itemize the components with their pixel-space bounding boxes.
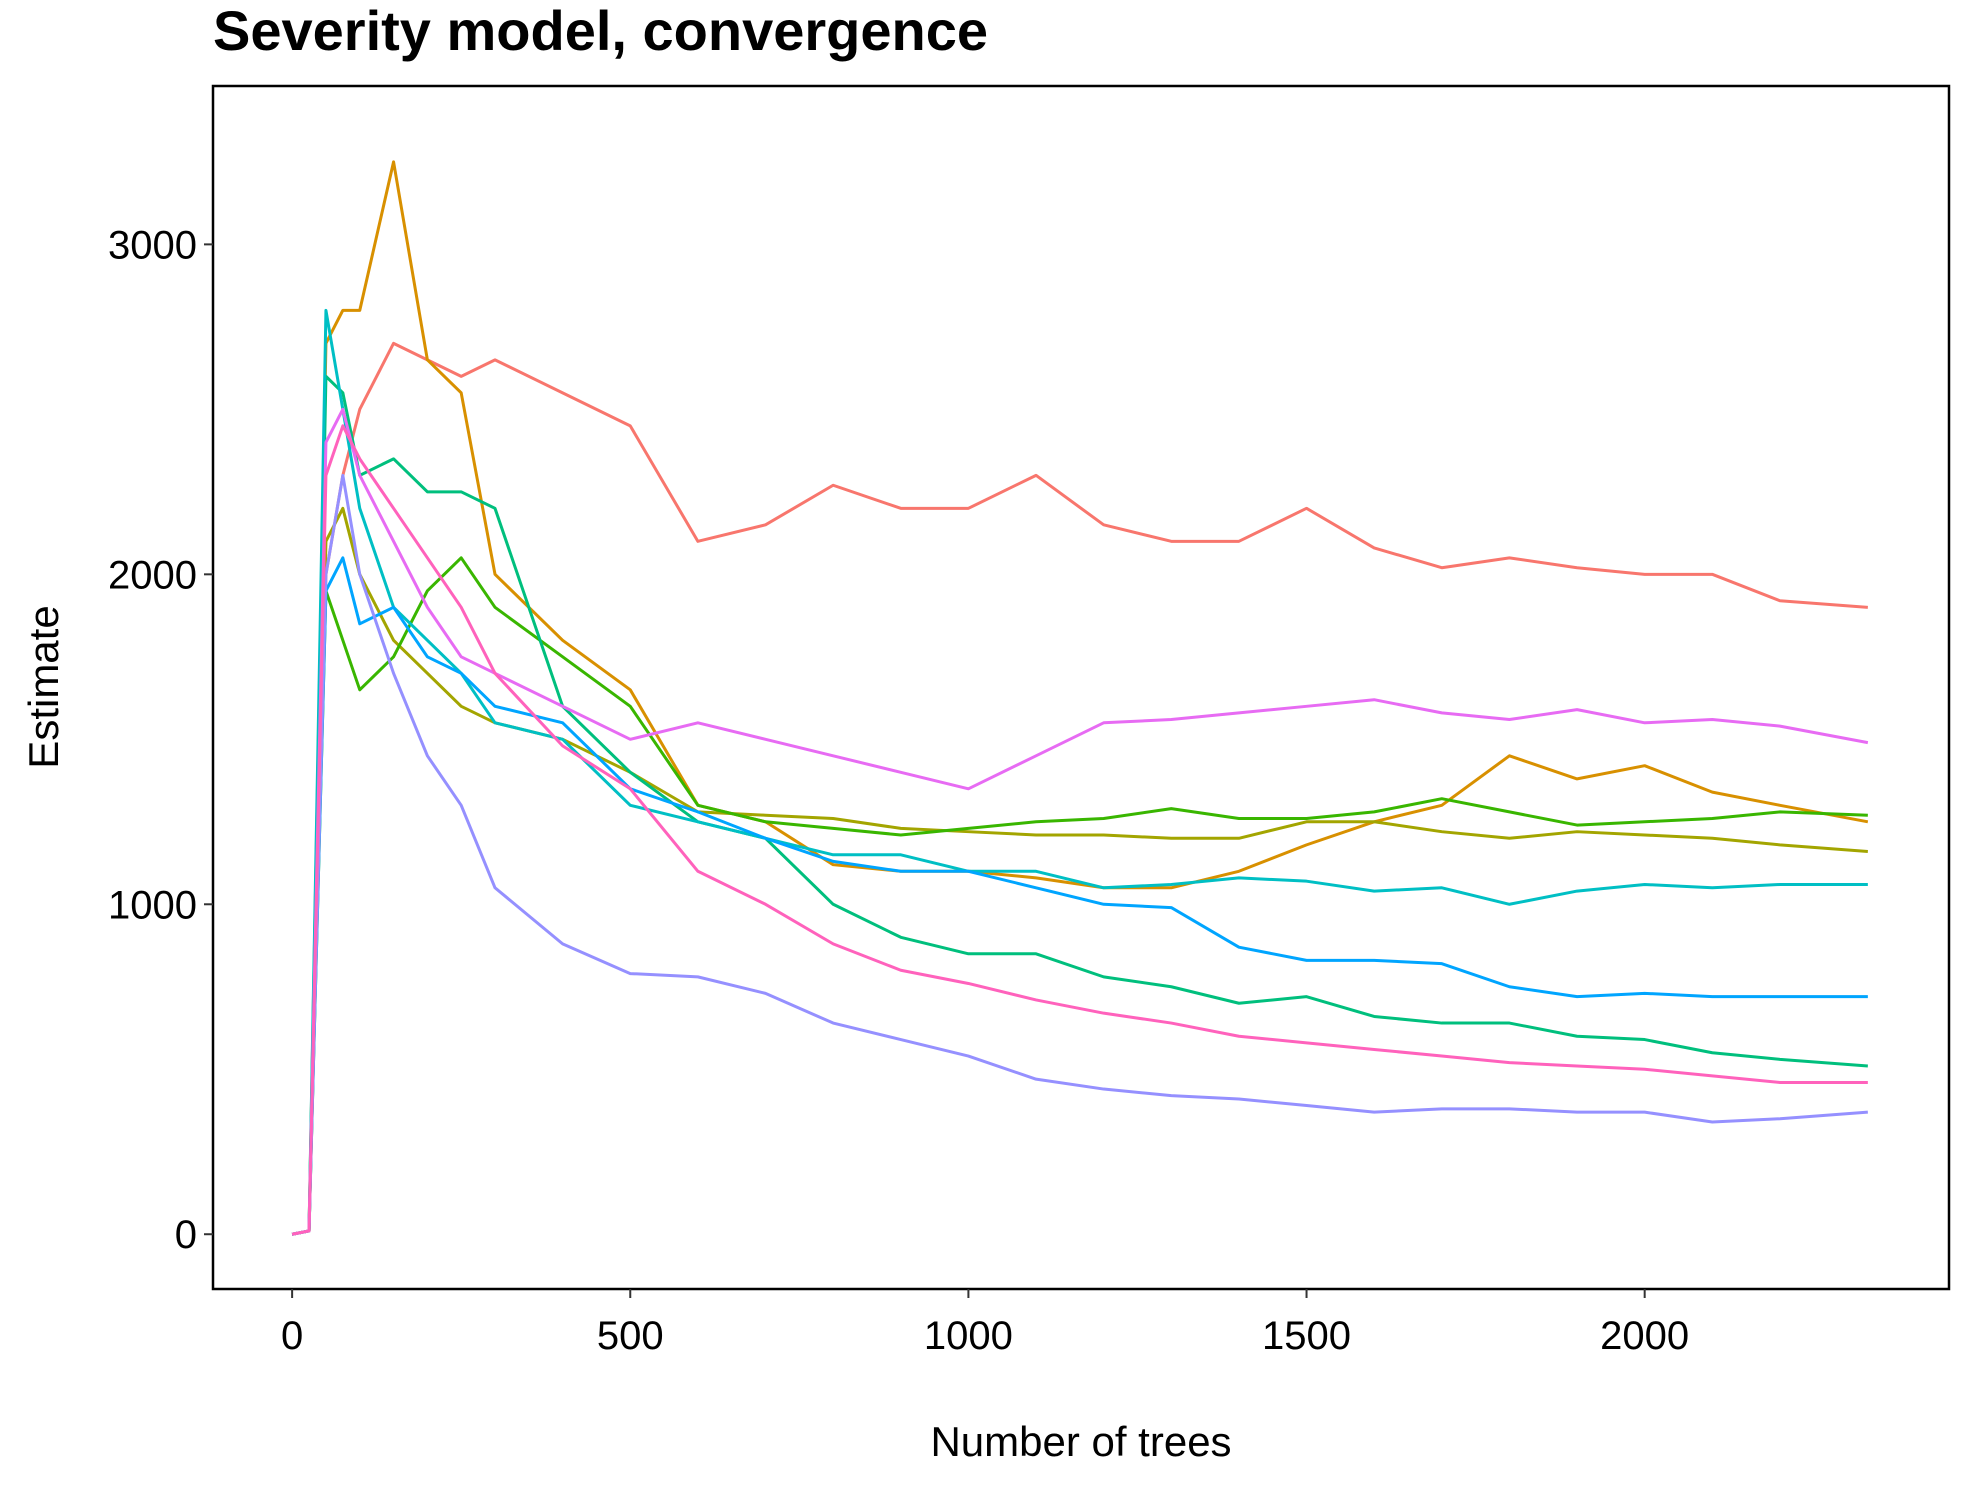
x-tick-label: 2000 [1600, 1314, 1689, 1358]
y-tick-label: 2000 [108, 553, 197, 597]
series-line [291, 556, 1868, 1236]
plot-border [211, 84, 1951, 1291]
x-tick-label: 1500 [1262, 1314, 1351, 1358]
x-tick-label: 1000 [924, 1314, 1013, 1358]
chart-title: Severity model, convergence [213, 0, 988, 62]
x-tick-label: 500 [597, 1314, 664, 1358]
y-axis-label: Estimate [20, 605, 67, 768]
x-tick-label: 0 [281, 1314, 303, 1358]
series-line [291, 374, 1868, 1236]
series-line [291, 424, 1868, 1236]
series-line [291, 308, 1868, 1236]
series-line [291, 556, 1868, 1236]
y-tick-label: 1000 [108, 883, 197, 927]
y-tick-label: 3000 [108, 223, 197, 267]
y-tick-label: 0 [175, 1213, 197, 1257]
series-line [291, 160, 1869, 1236]
series-line [291, 473, 1868, 1236]
series-line [291, 341, 1868, 1236]
series-line [291, 506, 1868, 1236]
series-line [291, 407, 1869, 1236]
x-axis-label: Number of trees [930, 1418, 1231, 1465]
